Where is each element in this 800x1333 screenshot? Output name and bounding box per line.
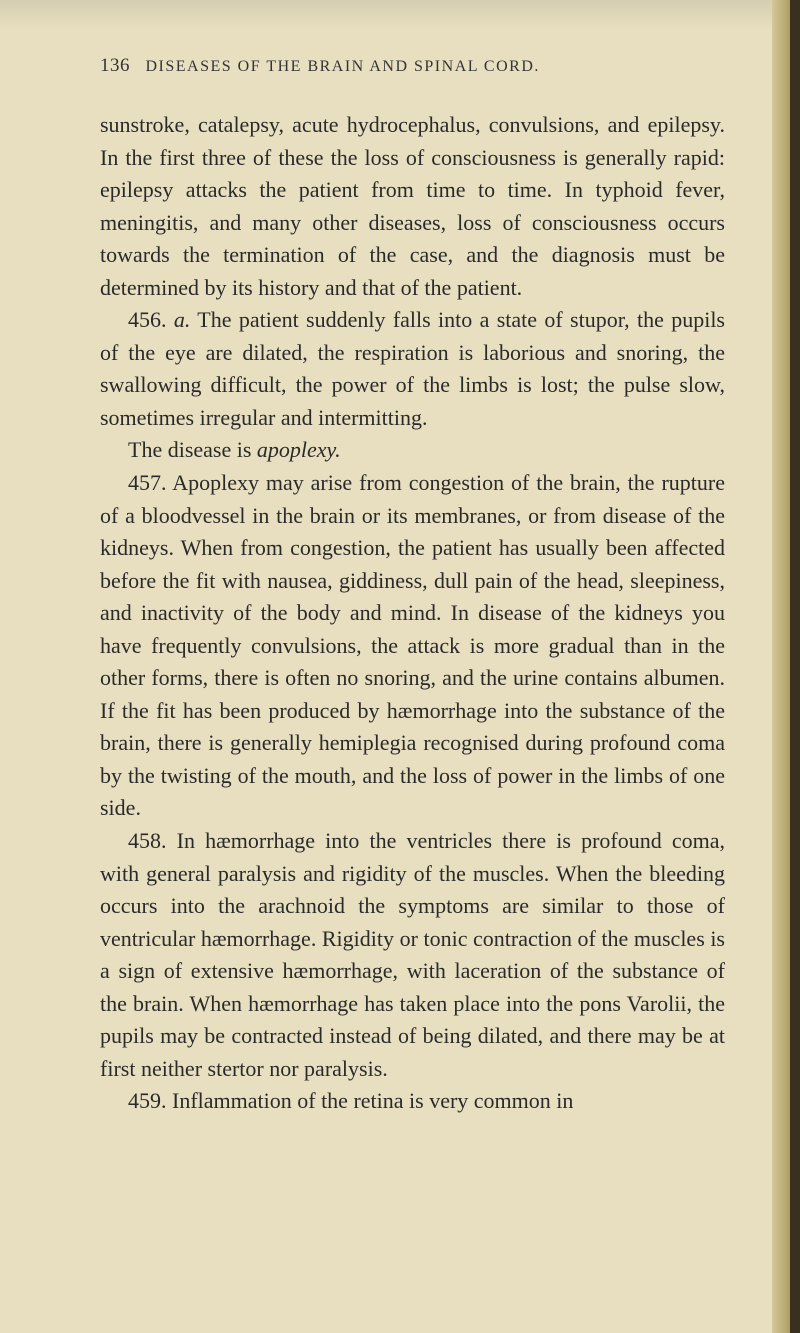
running-title: DISEASES OF THE BRAIN AND SPINAL CORD. bbox=[146, 58, 540, 75]
paragraph-2: 456. a. The patient suddenly falls into … bbox=[100, 304, 725, 434]
page-number: 136 bbox=[100, 55, 130, 76]
book-spine-shadow bbox=[790, 0, 800, 1333]
body-text: sunstroke, catalepsy, acute hydrocephalu… bbox=[100, 109, 725, 1118]
running-header: 136 DISEASES OF THE BRAIN AND SPINAL COR… bbox=[100, 55, 725, 77]
section-number-456: 456. bbox=[128, 307, 174, 332]
paragraph-3-lead: The disease is bbox=[128, 437, 257, 462]
paragraph-3: The disease is apoplexy. bbox=[100, 434, 725, 467]
apoplexy-term: apoplexy. bbox=[257, 437, 341, 462]
paragraph-6: 459. Inflammation of the retina is very … bbox=[100, 1085, 725, 1118]
section-label-a: a. bbox=[174, 307, 191, 332]
paragraph-2-text: The patient suddenly falls into a state … bbox=[100, 307, 725, 430]
paragraph-5: 458. In hæmorrhage into the ventricles t… bbox=[100, 825, 725, 1085]
paragraph-4: 457. Apoplexy may arise from congestion … bbox=[100, 467, 725, 825]
page-shadow bbox=[0, 0, 800, 30]
paragraph-1: sunstroke, catalepsy, acute hydrocephalu… bbox=[100, 109, 725, 304]
book-page: 136 DISEASES OF THE BRAIN AND SPINAL COR… bbox=[0, 0, 800, 1178]
